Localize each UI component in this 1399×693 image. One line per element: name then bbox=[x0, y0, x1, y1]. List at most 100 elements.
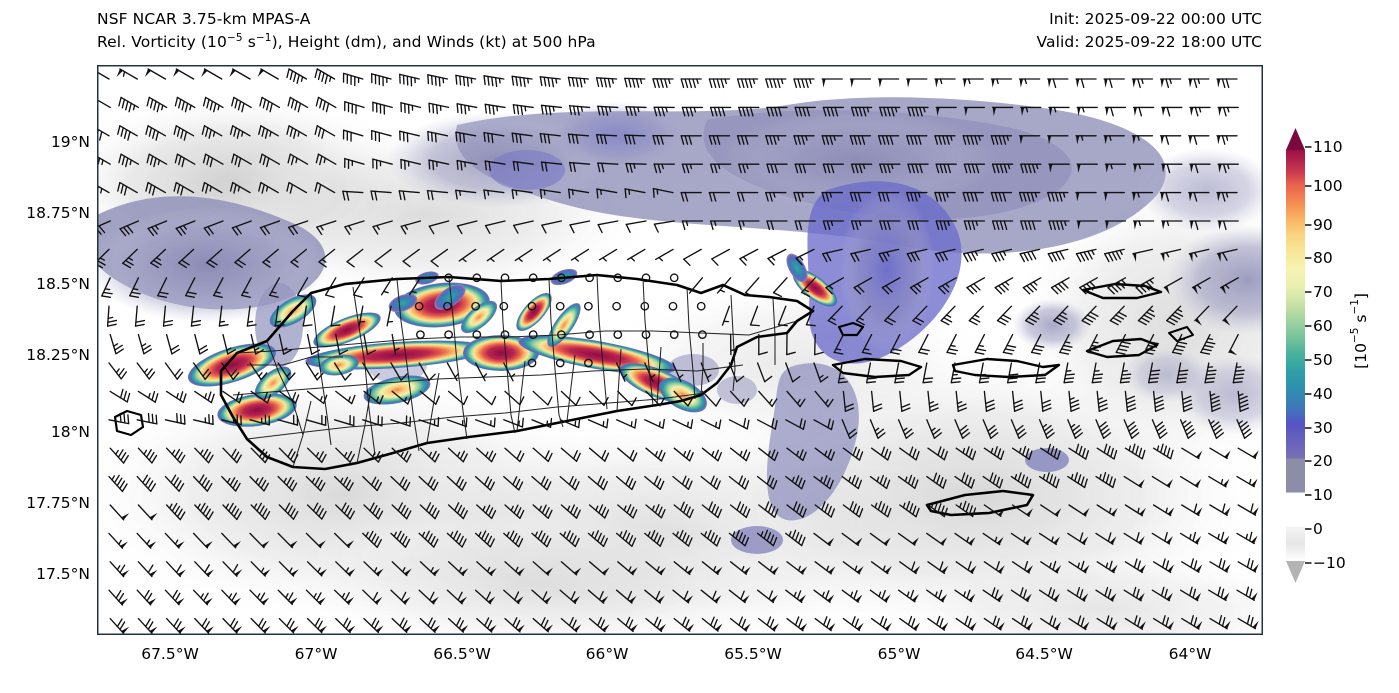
wind-barb bbox=[889, 333, 902, 355]
wind-barb bbox=[700, 475, 721, 490]
wind-barb bbox=[222, 333, 237, 355]
wind-barb bbox=[185, 277, 197, 298]
wind-barb bbox=[1104, 163, 1127, 173]
wind-barb bbox=[221, 532, 242, 549]
colorbar-tick-label: −10 bbox=[1313, 554, 1346, 572]
wind-barb bbox=[532, 390, 553, 406]
wind-barb bbox=[278, 333, 293, 355]
wind-barb bbox=[1096, 504, 1118, 517]
wind-barb bbox=[419, 617, 441, 633]
wind-barb bbox=[165, 333, 181, 355]
wind-barb bbox=[861, 333, 873, 355]
wind-barb bbox=[391, 502, 412, 520]
wind-barb bbox=[982, 587, 1004, 603]
wind-barb bbox=[137, 390, 159, 403]
wind-barb bbox=[222, 447, 242, 464]
colorbar-extend-top bbox=[1286, 128, 1305, 150]
wind-barb bbox=[1020, 220, 1042, 231]
colorbar[interactable] bbox=[1286, 128, 1312, 583]
wind-barb bbox=[588, 616, 610, 633]
wind-barb bbox=[850, 163, 873, 174]
calm-wind-circle bbox=[499, 301, 509, 311]
wind-barb bbox=[738, 106, 760, 117]
wind-barb bbox=[203, 220, 224, 236]
calm-wind-circle bbox=[472, 330, 482, 339]
wind-barb bbox=[728, 475, 750, 490]
wind-barb bbox=[786, 501, 807, 518]
wind-barb-layer bbox=[97, 68, 1259, 635]
wind-barb bbox=[428, 159, 450, 171]
wind-barb bbox=[850, 220, 873, 231]
wind-barb bbox=[201, 68, 223, 80]
field-title-exp1: −5 bbox=[227, 31, 243, 44]
wind-barb bbox=[108, 412, 130, 425]
wind-barb bbox=[894, 362, 905, 384]
wind-barb bbox=[673, 390, 694, 407]
wind-barb bbox=[1232, 362, 1245, 384]
wind-barb bbox=[503, 475, 524, 491]
wind-barb bbox=[1181, 615, 1203, 630]
wind-barb bbox=[194, 617, 214, 634]
wind-barb bbox=[446, 589, 468, 605]
wind-barb bbox=[305, 362, 324, 381]
wind-barb bbox=[476, 617, 497, 633]
wind-barb bbox=[173, 125, 195, 141]
wind-barb bbox=[455, 189, 477, 200]
wind-barb bbox=[1143, 333, 1160, 355]
wind-barb bbox=[278, 502, 299, 520]
wind-barb bbox=[390, 475, 411, 492]
calm-wind-circle bbox=[698, 330, 707, 339]
wind-barb bbox=[1191, 277, 1211, 295]
wind-barb bbox=[728, 362, 745, 383]
wind-barb bbox=[333, 362, 352, 381]
wind-barb bbox=[927, 615, 949, 631]
wind-barb bbox=[278, 561, 299, 577]
wind-barb bbox=[906, 78, 928, 88]
wind-barb bbox=[729, 616, 751, 632]
wind-barb bbox=[1109, 305, 1127, 326]
x-tick-label: 66.5°W bbox=[433, 645, 491, 663]
wind-barb bbox=[1020, 106, 1042, 116]
colorbar-tick-label: 10 bbox=[1313, 486, 1333, 504]
wind-barb bbox=[1076, 163, 1098, 173]
wind-barb bbox=[906, 191, 928, 202]
wind-barb bbox=[822, 106, 845, 117]
wind-barb bbox=[615, 362, 628, 382]
wind-barb bbox=[335, 561, 356, 577]
wind-barb bbox=[1181, 558, 1203, 573]
wind-barb bbox=[296, 277, 309, 298]
wind-barb bbox=[1053, 305, 1069, 326]
wind-barb bbox=[400, 158, 422, 170]
wind-barb bbox=[447, 561, 469, 577]
wind-barb bbox=[814, 333, 824, 356]
map-plot-area[interactable] bbox=[97, 65, 1263, 635]
wind-barb bbox=[408, 277, 422, 296]
colorbar-tick-label: 30 bbox=[1313, 419, 1333, 437]
wind-barb bbox=[1010, 532, 1032, 546]
wind-barb bbox=[504, 504, 525, 519]
wind-barb bbox=[624, 134, 646, 145]
wind-barb bbox=[342, 72, 364, 87]
wind-barb bbox=[106, 305, 118, 327]
wind-barb bbox=[222, 390, 243, 404]
x-tick-label: 66°W bbox=[585, 645, 629, 663]
wind-barb bbox=[934, 78, 956, 88]
wind-barb bbox=[587, 418, 609, 429]
wind-barb bbox=[1068, 390, 1080, 412]
wind-barb bbox=[1131, 135, 1154, 145]
wind-barb bbox=[259, 96, 281, 113]
wind-barb bbox=[1124, 390, 1137, 412]
calm-wind-circle bbox=[500, 330, 510, 339]
wind-barb bbox=[1104, 106, 1127, 117]
wind-barb bbox=[758, 501, 779, 518]
wind-barb bbox=[175, 220, 196, 236]
wind-barb bbox=[1132, 220, 1155, 230]
wind-barb bbox=[1096, 560, 1118, 574]
wind-barb bbox=[962, 135, 984, 145]
wind-barb bbox=[363, 561, 384, 577]
wind-barb bbox=[1081, 305, 1099, 326]
wind-barb bbox=[729, 333, 736, 356]
wind-barb bbox=[841, 419, 858, 439]
wind-barb bbox=[362, 475, 382, 492]
wind-barb bbox=[249, 414, 271, 426]
